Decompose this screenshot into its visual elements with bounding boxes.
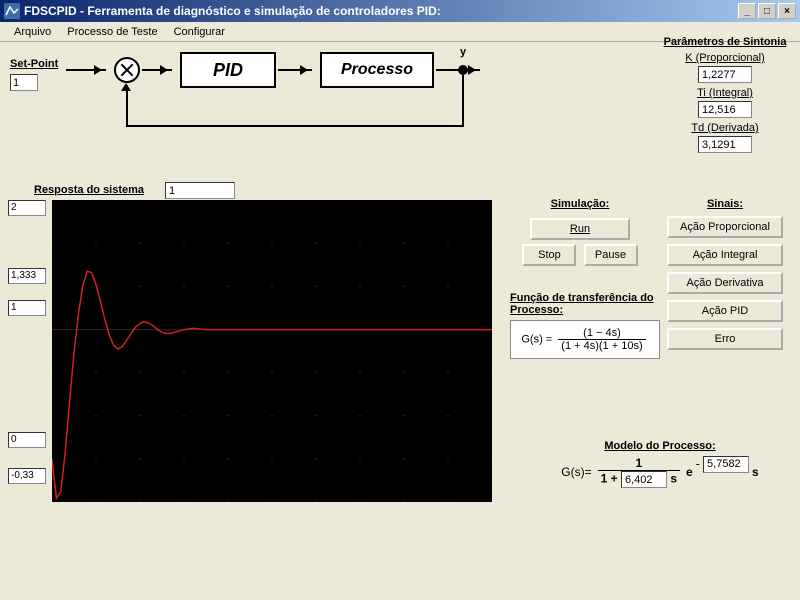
modelo-den-prefix: 1 + — [601, 472, 618, 486]
response-label: Resposta do sistema — [34, 184, 144, 196]
ytick-label: 1,333 — [8, 268, 46, 284]
sinal-erro-button[interactable]: Erro — [667, 328, 783, 350]
pause-button[interactable]: Pause — [584, 244, 638, 266]
response-chart — [52, 200, 492, 502]
window-title: FDSCPID - Ferramenta de diagnóstico e si… — [24, 4, 736, 18]
modelo-equation: G(s)= 1 1 + s e - s — [540, 456, 780, 488]
arrow-sp-sum — [66, 69, 106, 71]
output-label: y — [460, 46, 466, 58]
run-button[interactable]: Run — [530, 218, 630, 240]
modelo-e: e — [686, 465, 693, 479]
ytick-label: 1 — [8, 300, 46, 316]
minimize-button[interactable]: _ — [738, 3, 756, 19]
modelo-theta-input[interactable] — [703, 456, 749, 473]
output-node — [458, 65, 468, 75]
maximize-button[interactable]: □ — [758, 3, 776, 19]
sinais-panel: Sinais: Ação Proporcional Ação Integral … — [660, 198, 790, 356]
tuning-params: Parâmetros de Sintonia K (Proporcional) … — [660, 36, 790, 157]
ftproc-equation: G(s) = (1 − 4s) (1 + 4s)(1 + 10s) — [510, 320, 660, 359]
setpoint-label: Set-Point — [10, 58, 58, 70]
menu-arquivo[interactable]: Arquivo — [6, 24, 59, 40]
ftproc-lhs: G(s) = — [521, 333, 552, 345]
ftproc-num: (1 − 4s) — [558, 327, 645, 340]
k-label: K (Proporcional) — [660, 52, 790, 64]
modelo-lhs: G(s)= — [561, 465, 591, 479]
titlebar: FDSCPID - Ferramenta de diagnóstico e si… — [0, 0, 800, 22]
close-button[interactable]: × — [778, 3, 796, 19]
stop-button[interactable]: Stop — [522, 244, 576, 266]
sinal-deriv-button[interactable]: Ação Derivativa — [667, 272, 783, 294]
params-title: Parâmetros de Sintonia — [660, 36, 790, 48]
setpoint-input[interactable] — [10, 74, 38, 91]
simulation-title: Simulação: — [520, 198, 640, 210]
ti-label: Ti (Integral) — [660, 87, 790, 99]
ytick-label: 0 — [8, 432, 46, 448]
ftproc-den: (1 + 4s)(1 + 10s) — [558, 340, 645, 352]
simulation-panel: Simulação: Run Stop Pause — [520, 198, 640, 268]
block-diagram: Set-Point PID Processo y — [10, 48, 490, 168]
modelo-num: 1 — [598, 456, 680, 471]
transfer-function-panel: Função de transferência do Processo: G(s… — [510, 292, 660, 359]
pid-block: PID — [180, 52, 276, 88]
ti-input[interactable] — [698, 101, 752, 118]
fb-v2 — [126, 85, 128, 127]
ftproc-title: Função de transferência do Processo: — [510, 292, 660, 316]
modelo-title: Modelo do Processo: — [540, 440, 780, 452]
ytick-label: 2 — [8, 200, 46, 216]
arrow-sum-pid — [142, 69, 172, 71]
response-value-input[interactable] — [165, 182, 235, 199]
fb-arrowhead — [121, 78, 131, 91]
arrow-pid-proc — [278, 69, 312, 71]
sinal-pid-button[interactable]: Ação PID — [667, 300, 783, 322]
fb-h — [126, 125, 464, 127]
fb-v1 — [462, 75, 464, 127]
sinal-prop-button[interactable]: Ação Proporcional — [667, 216, 783, 238]
modelo-s2: s — [752, 465, 759, 479]
modelo-tau-input[interactable] — [621, 471, 667, 488]
menu-processo[interactable]: Processo de Teste — [59, 24, 165, 40]
ytick-label: -0,33 — [8, 468, 46, 484]
sinal-integ-button[interactable]: Ação Integral — [667, 244, 783, 266]
modelo-minus: - — [696, 456, 700, 470]
modelo-s1: s — [670, 472, 677, 486]
menu-configurar[interactable]: Configurar — [166, 24, 233, 40]
processo-block: Processo — [320, 52, 434, 88]
chart-svg — [52, 200, 492, 502]
yticks: 2 1,333 1 0 -0,33 — [8, 200, 48, 500]
app-icon — [4, 3, 20, 19]
sinais-title: Sinais: — [660, 198, 790, 210]
k-input[interactable] — [698, 66, 752, 83]
td-input[interactable] — [698, 136, 752, 153]
modelo-panel: Modelo do Processo: G(s)= 1 1 + s e - s — [540, 440, 780, 488]
td-label: Td (Derivada) — [660, 122, 790, 134]
